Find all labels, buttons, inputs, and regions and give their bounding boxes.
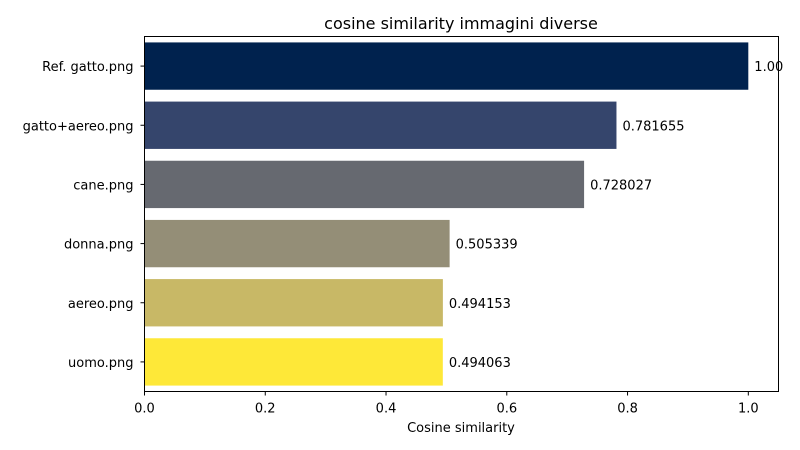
y-tick-label: uomo.png bbox=[68, 356, 133, 371]
x-ticks: 0.0 0.2 0.4 0.6 0.8 1.0 bbox=[134, 391, 759, 417]
bar-5 bbox=[144, 338, 443, 386]
x-tick-label: 0.6 bbox=[496, 402, 517, 417]
x-tick-label: 0.4 bbox=[376, 402, 397, 417]
bars-group bbox=[144, 42, 749, 386]
y-tick-label: gatto+aereo.png bbox=[23, 119, 134, 134]
x-tick-label: 0.0 bbox=[134, 402, 155, 417]
x-tick-label: 0.8 bbox=[617, 402, 638, 417]
y-tick-label: Ref. gatto.png bbox=[42, 60, 133, 75]
y-tick-labels: Ref. gatto.png gatto+aereo.png cane.png don… bbox=[23, 60, 145, 371]
bar-3 bbox=[144, 219, 450, 268]
data-label: 0.728027 bbox=[590, 178, 652, 193]
bar-2 bbox=[144, 160, 585, 209]
x-axis-label: Cosine similarity bbox=[407, 421, 515, 436]
bar-4 bbox=[144, 279, 443, 327]
data-label: 0.505339 bbox=[456, 238, 518, 253]
data-labels: 1.00 0.781655 0.728027 0.505339 0.494153 0.49… bbox=[449, 60, 783, 371]
data-label: 0.781655 bbox=[622, 119, 684, 134]
y-tick-label: donna.png bbox=[64, 238, 134, 253]
x-tick-label: 1.0 bbox=[738, 402, 759, 417]
bar-1 bbox=[144, 101, 617, 149]
data-label: 0.494153 bbox=[449, 297, 511, 312]
y-tick-label: cane.png bbox=[73, 178, 133, 193]
x-tick-label: 0.2 bbox=[255, 402, 276, 417]
data-label: 1.00 bbox=[754, 60, 783, 75]
chart-title: cosine similarity immagini diverse bbox=[324, 14, 598, 33]
bar-0 bbox=[144, 42, 749, 90]
data-label: 0.494063 bbox=[449, 356, 511, 371]
plot-frame bbox=[144, 36, 779, 392]
y-tick-label: aereo.png bbox=[68, 297, 134, 312]
